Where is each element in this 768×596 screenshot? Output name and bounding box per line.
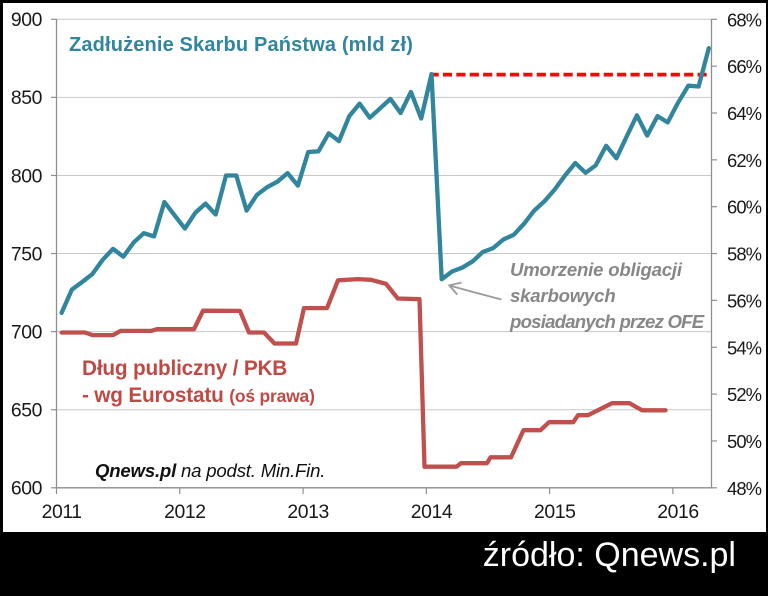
svg-text:2012: 2012 [164,501,206,523]
svg-text:800: 800 [11,165,43,187]
svg-text:2014: 2014 [411,501,453,523]
svg-text:60%: 60% [727,197,762,218]
svg-text:68%: 68% [727,9,762,30]
svg-text:650: 650 [11,400,43,422]
svg-text:64%: 64% [727,103,762,124]
svg-text:50%: 50% [727,431,762,452]
svg-text:66%: 66% [727,56,762,77]
svg-text:2016: 2016 [657,501,699,523]
svg-text:900: 900 [11,9,43,31]
svg-text:48%: 48% [727,478,762,499]
svg-text:700: 700 [11,321,43,343]
svg-text:750: 750 [11,243,43,265]
svg-text:600: 600 [11,478,43,500]
svg-text:850: 850 [11,87,43,109]
svg-text:2011: 2011 [42,501,82,523]
svg-text:54%: 54% [727,337,762,358]
svg-text:52%: 52% [727,384,762,405]
svg-text:58%: 58% [727,244,762,265]
svg-text:2015: 2015 [534,501,576,523]
svg-text:56%: 56% [727,290,762,311]
svg-text:62%: 62% [727,150,762,171]
svg-text:2013: 2013 [287,501,329,523]
